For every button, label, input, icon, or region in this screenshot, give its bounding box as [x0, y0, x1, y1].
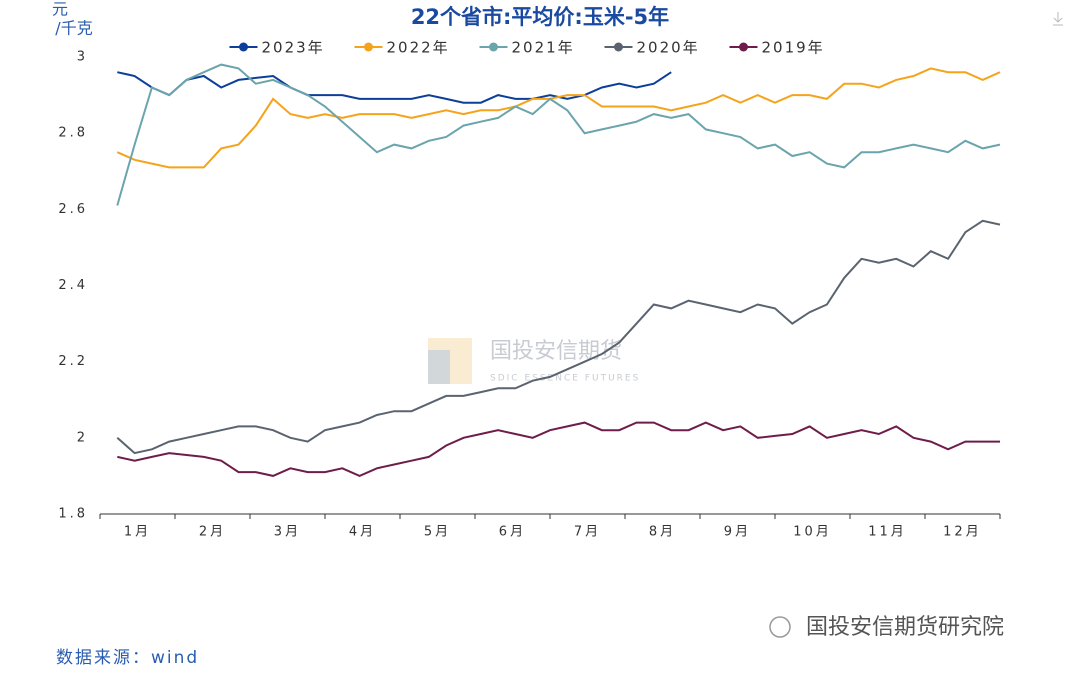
legend-marker: [739, 42, 748, 52]
x-tick-label: 4月: [349, 525, 376, 540]
legend-marker: [239, 42, 248, 52]
download-icon[interactable]: [1053, 12, 1063, 26]
legend-label: 2019年: [762, 39, 825, 57]
x-tick-label: 10月: [793, 525, 832, 540]
x-tick-label: 11月: [868, 525, 907, 540]
legend-marker: [489, 42, 498, 52]
y-tick-label: 2.2: [58, 354, 88, 369]
source: 数据来源：wind: [56, 648, 199, 668]
y-tick-label: 3: [77, 50, 88, 65]
x-tick-label: 2月: [199, 525, 226, 540]
y-tick-label: 2.4: [58, 278, 88, 293]
x-tick-label: 5月: [424, 525, 451, 540]
watermark-logo: [428, 350, 450, 384]
legend-label: 2022年: [387, 39, 450, 57]
brand-icon: [769, 616, 791, 638]
x-tick-label: 8月: [649, 525, 676, 540]
y-tick-label: 2.6: [58, 202, 88, 217]
legend-label: 2023年: [262, 39, 325, 57]
series-line: [117, 421, 1000, 477]
y-tick-label: 1.8: [58, 507, 88, 522]
y-unit: 元: [52, 0, 68, 19]
legend-label: 2020年: [637, 39, 700, 57]
legend-label: 2021年: [512, 39, 575, 57]
legend-marker: [614, 42, 623, 52]
brand: 国投安信期货研究院: [806, 615, 1004, 640]
chart-title: 22个省市:平均价:玉米-5年: [411, 5, 669, 29]
x-tick-label: 3月: [274, 525, 301, 540]
y-tick-label: 2.8: [58, 126, 88, 141]
legend-marker: [364, 42, 373, 52]
series-line: [116, 63, 1001, 206]
series-line: [116, 67, 1001, 169]
watermark: 国投安信期货: [490, 339, 622, 364]
series-line: [117, 71, 672, 104]
x-tick-label: 12月: [943, 525, 982, 540]
y-unit: /千克: [55, 19, 92, 38]
x-tick-label: 7月: [574, 525, 601, 540]
watermark: SDIC ESSENCE FUTURES: [490, 374, 640, 384]
x-tick-label: 1月: [124, 525, 151, 540]
x-tick-label: 6月: [499, 525, 526, 540]
series-line: [116, 219, 1001, 455]
y-tick-label: 2: [77, 430, 88, 445]
x-tick-label: 9月: [724, 525, 751, 540]
